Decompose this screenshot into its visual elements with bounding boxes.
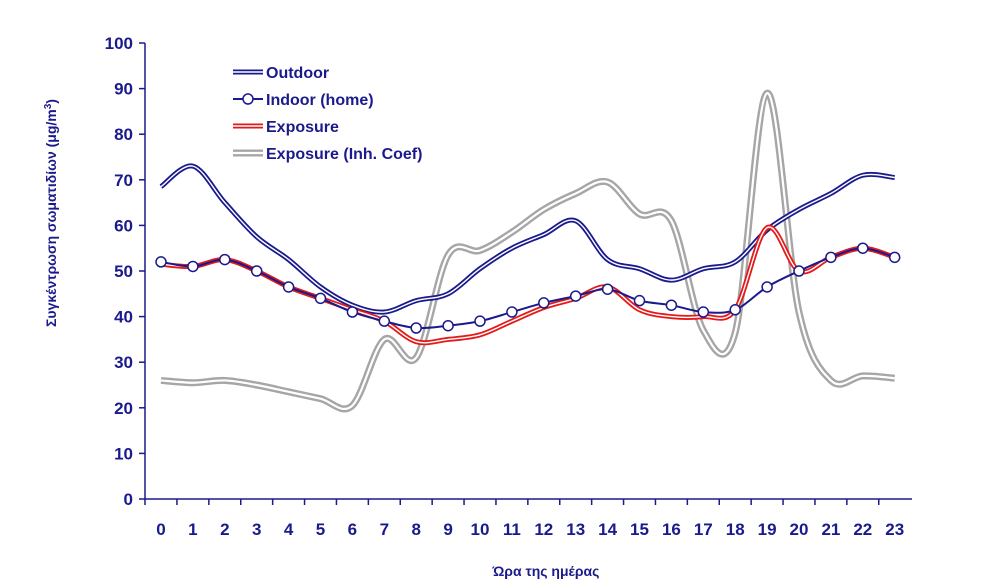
legend-label: Outdoor — [266, 65, 329, 82]
series-line-inner — [160, 92, 895, 411]
x-tick-label: 18 — [726, 520, 745, 539]
data-point — [410, 322, 422, 334]
y-tick-label: 10 — [114, 444, 133, 463]
data-point — [314, 292, 327, 305]
data-point — [250, 265, 263, 277]
y-tick-label: 0 — [124, 490, 133, 509]
series-exposure-inh-coef — [160, 89, 895, 413]
y-tick-label: 100 — [105, 34, 133, 53]
y-tick-label: 40 — [114, 308, 133, 327]
x-tick-label: 11 — [503, 520, 521, 539]
x-tick-label: 13 — [566, 520, 585, 539]
y-tick-label: 60 — [114, 216, 133, 235]
x-tick-label: 1 — [188, 520, 197, 539]
data-point — [601, 283, 614, 295]
x-tick-label: 0 — [156, 520, 165, 539]
legend-label: Indoor (home) — [266, 92, 374, 109]
x-tick-label: 23 — [885, 520, 904, 539]
data-point — [506, 306, 518, 318]
data-point — [697, 306, 710, 318]
legend-item-indoor-home: Indoor (home) — [233, 92, 374, 109]
series-line-outer — [160, 224, 896, 346]
data-point — [155, 256, 167, 268]
x-axis-title: Ώρα της ημέρας — [492, 563, 600, 579]
data-point — [761, 281, 773, 293]
x-tick-label: 4 — [284, 520, 294, 539]
series-indoor-home — [155, 242, 901, 334]
x-tick-label: 19 — [758, 520, 777, 539]
y-tick-label: 30 — [114, 353, 133, 372]
legend-marker — [242, 93, 254, 105]
data-point — [888, 251, 901, 264]
y-tick-label: 90 — [114, 80, 133, 99]
y-tick-label: 80 — [114, 125, 133, 144]
x-tick-label: 6 — [348, 520, 357, 539]
x-tick-label: 2 — [220, 520, 229, 539]
y-axis-title: Συγκέντρωση σωματιδίων (μg/m3) — [43, 99, 60, 327]
data-point — [442, 319, 454, 332]
x-tick-label: 12 — [534, 520, 553, 539]
data-point — [378, 315, 391, 327]
data-point — [538, 297, 550, 309]
data-point — [665, 299, 678, 311]
y-tick-label: 50 — [114, 262, 133, 281]
x-tick-label: 7 — [380, 520, 389, 539]
x-tick-label: 10 — [471, 520, 490, 539]
legend: Outdoor Indoor (home) Exposure Exposure (In… — [233, 65, 422, 163]
series-exposure — [160, 224, 896, 346]
x-tick-label: 9 — [443, 520, 452, 539]
x-tick-label: 20 — [790, 520, 809, 539]
y-tick-label: 70 — [114, 171, 133, 190]
series-group — [155, 89, 901, 413]
data-point — [729, 304, 741, 316]
data-point — [569, 290, 582, 302]
data-point — [474, 315, 486, 327]
legend-label: Exposure (Inh. Coef) — [266, 146, 422, 163]
legend-label: Exposure — [266, 119, 339, 136]
data-point — [793, 265, 805, 277]
data-point — [633, 294, 646, 307]
x-tick-label: 16 — [662, 520, 681, 539]
data-point — [346, 306, 359, 318]
legend-item-outdoor: Outdoor — [233, 65, 329, 82]
data-point — [857, 242, 869, 254]
data-point — [219, 253, 231, 266]
x-tick-label: 21 — [821, 520, 840, 539]
x-tick-label: 14 — [598, 520, 617, 539]
x-tick-label: 8 — [411, 520, 420, 539]
legend-item-exposure-inh-coef: Exposure (Inh. Coef) — [233, 146, 422, 163]
data-point — [282, 281, 295, 293]
x-tick-label: 22 — [853, 520, 872, 539]
x-tick-label: 17 — [694, 520, 713, 539]
data-point — [825, 251, 837, 264]
x-tick-label: 15 — [630, 520, 649, 539]
legend-item-exposure: Exposure — [233, 119, 339, 136]
x-tick-label: 3 — [252, 520, 261, 539]
y-tick-label: 20 — [114, 399, 133, 418]
data-point — [187, 260, 199, 273]
x-tick-label: 5 — [316, 520, 325, 539]
